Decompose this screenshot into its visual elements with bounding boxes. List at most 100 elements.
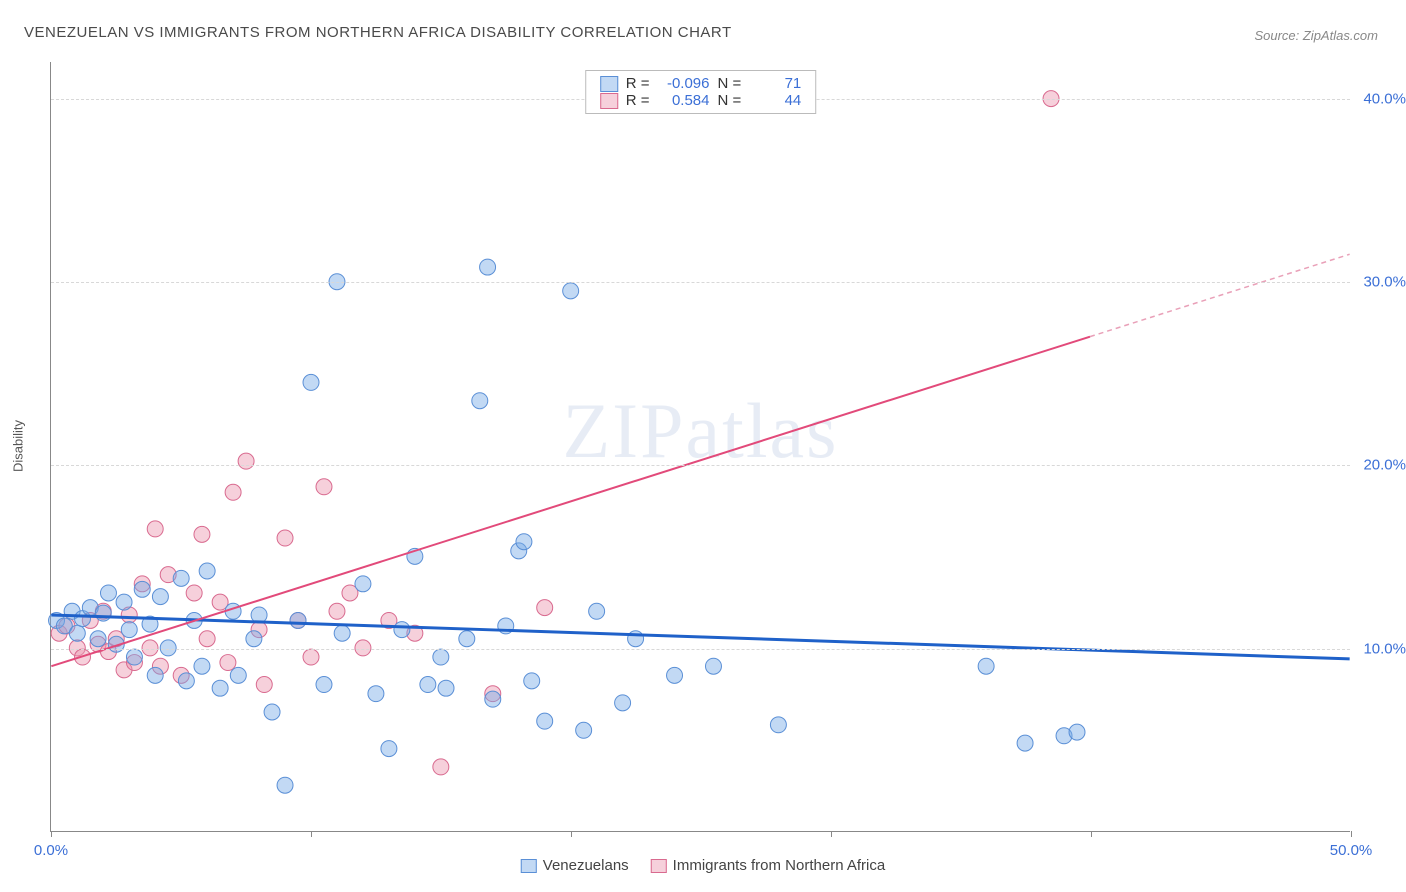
scatter-point-blue (459, 631, 475, 647)
gridline-h (51, 465, 1350, 466)
legend-label-blue: Venezuelans (543, 857, 629, 874)
scatter-point-blue (316, 677, 332, 693)
legend-n-label: N = (718, 92, 742, 109)
gridline-h (51, 649, 1350, 650)
legend-swatch-pink (600, 93, 618, 109)
scatter-point-blue (433, 649, 449, 665)
scatter-point-pink (433, 759, 449, 775)
legend-n-label: N = (718, 75, 742, 92)
legend-item-pink: Immigrants from Northern Africa (651, 857, 886, 874)
scatter-point-blue (480, 259, 496, 275)
scatter-point-blue (667, 667, 683, 683)
gridline-h (51, 282, 1350, 283)
scatter-point-blue (381, 741, 397, 757)
scatter-point-blue (770, 717, 786, 733)
scatter-point-pink (256, 677, 272, 693)
legend-r-label: R = (626, 75, 650, 92)
scatter-point-pink (303, 649, 319, 665)
x-tick (571, 831, 572, 837)
scatter-point-blue (355, 576, 371, 592)
scatter-point-blue (420, 677, 436, 693)
scatter-point-blue (368, 686, 384, 702)
y-axis-label: Disability (11, 420, 26, 472)
y-tick-label: 10.0% (1363, 640, 1406, 657)
scatter-svg (51, 62, 1350, 831)
trendline-pink-extrapolated (1090, 254, 1350, 336)
scatter-point-blue (264, 704, 280, 720)
trendline-pink (51, 337, 1090, 667)
scatter-point-blue (147, 667, 163, 683)
scatter-point-blue (230, 667, 246, 683)
scatter-point-blue (303, 374, 319, 390)
legend-r-value-blue: -0.096 (658, 75, 710, 92)
source-attribution: Source: ZipAtlas.com (1254, 28, 1378, 43)
scatter-point-pink (238, 453, 254, 469)
scatter-point-blue (394, 622, 410, 638)
scatter-point-blue (438, 680, 454, 696)
scatter-point-blue (152, 589, 168, 605)
scatter-point-pink (199, 631, 215, 647)
scatter-point-blue (524, 673, 540, 689)
legend-swatch-blue (521, 859, 537, 873)
chart-title: VENEZUELAN VS IMMIGRANTS FROM NORTHERN A… (24, 24, 732, 41)
x-tick (51, 831, 52, 837)
scatter-point-blue (563, 283, 579, 299)
legend-r-value-pink: 0.584 (658, 92, 710, 109)
scatter-point-blue (1069, 724, 1085, 740)
scatter-point-blue (277, 777, 293, 793)
series-legend: Venezuelans Immigrants from Northern Afr… (521, 857, 885, 874)
legend-row-blue: R = -0.096 N = 71 (600, 75, 802, 92)
x-tick (311, 831, 312, 837)
legend-label-pink: Immigrants from Northern Africa (673, 857, 886, 874)
scatter-point-blue (100, 585, 116, 601)
y-tick-label: 30.0% (1363, 274, 1406, 291)
source-link[interactable]: ZipAtlas.com (1303, 28, 1378, 43)
x-tick-label: 0.0% (34, 842, 68, 859)
legend-n-value-pink: 44 (749, 92, 801, 109)
scatter-point-pink (147, 521, 163, 537)
scatter-point-blue (978, 658, 994, 674)
scatter-point-blue (121, 622, 137, 638)
scatter-point-blue (1017, 735, 1033, 751)
x-tick (1091, 831, 1092, 837)
scatter-point-blue (173, 570, 189, 586)
x-tick (831, 831, 832, 837)
scatter-point-blue (90, 631, 106, 647)
legend-swatch-pink (651, 859, 667, 873)
scatter-point-blue (116, 594, 132, 610)
scatter-point-blue (69, 625, 85, 641)
scatter-point-blue (576, 722, 592, 738)
scatter-point-blue (95, 605, 111, 621)
y-tick-label: 20.0% (1363, 457, 1406, 474)
scatter-point-blue (537, 713, 553, 729)
y-tick-label: 40.0% (1363, 90, 1406, 107)
scatter-point-pink (186, 585, 202, 601)
scatter-point-blue (212, 680, 228, 696)
legend-r-label: R = (626, 92, 650, 109)
scatter-point-blue (615, 695, 631, 711)
scatter-point-pink (329, 603, 345, 619)
scatter-point-blue (246, 631, 262, 647)
scatter-point-blue (472, 393, 488, 409)
plot-area: ZIPatlas R = -0.096 N = 71 R = 0.584 N =… (50, 62, 1350, 832)
scatter-point-blue (334, 625, 350, 641)
legend-swatch-blue (600, 76, 618, 92)
legend-item-blue: Venezuelans (521, 857, 629, 874)
scatter-point-pink (194, 526, 210, 542)
scatter-point-pink (225, 484, 241, 500)
legend-n-value-blue: 71 (749, 75, 801, 92)
scatter-point-blue (134, 581, 150, 597)
scatter-point-blue (178, 673, 194, 689)
scatter-point-blue (194, 658, 210, 674)
scatter-point-blue (126, 649, 142, 665)
scatter-point-blue (589, 603, 605, 619)
scatter-point-blue (485, 691, 501, 707)
scatter-point-pink (316, 479, 332, 495)
scatter-point-blue (199, 563, 215, 579)
source-prefix: Source: (1254, 28, 1302, 43)
legend-row-pink: R = 0.584 N = 44 (600, 92, 802, 109)
scatter-point-pink (277, 530, 293, 546)
correlation-legend: R = -0.096 N = 71 R = 0.584 N = 44 (585, 70, 817, 114)
scatter-point-pink (537, 600, 553, 616)
x-tick-label: 50.0% (1330, 842, 1373, 859)
